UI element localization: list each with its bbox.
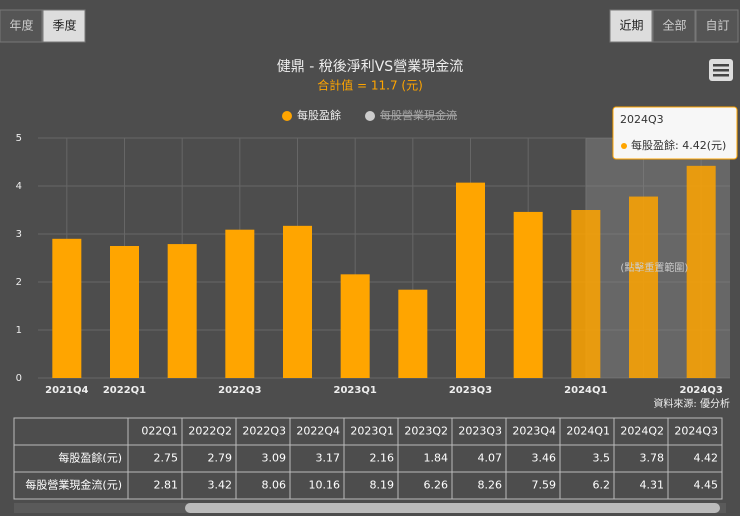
table-cell: 3.5 — [593, 452, 611, 465]
y-tick-label: 5 — [16, 133, 22, 144]
bar[interactable] — [52, 238, 82, 378]
tab-button[interactable] — [0, 9, 43, 43]
legend-marker[interactable] — [282, 111, 292, 121]
y-tick-label: 4 — [16, 181, 22, 192]
table-cell: 3.46 — [532, 452, 557, 465]
table-cell: 1.84 — [424, 452, 449, 465]
legend-label[interactable]: 每股盈餘 — [297, 108, 341, 122]
menu-icon[interactable] — [709, 59, 733, 81]
legend-label[interactable]: 每股營業現金流 — [380, 108, 457, 122]
tab-label[interactable]: 年度 — [9, 18, 33, 33]
tab-label[interactable]: 季度 — [52, 18, 76, 33]
scrollbar-thumb[interactable] — [185, 503, 720, 513]
table-header: 2023Q2 — [404, 425, 448, 438]
table-frame — [13, 417, 723, 500]
tooltip-box — [612, 106, 738, 160]
table-cell: 3.17 — [316, 452, 341, 465]
x-tick-label: 2022Q1 — [103, 385, 146, 396]
table-cell: 6.2 — [593, 479, 611, 492]
table-header: 2024Q1 — [566, 425, 610, 438]
menu-line — [713, 69, 729, 72]
x-tick-label: 2021Q4 — [45, 385, 88, 396]
bar[interactable] — [686, 165, 716, 378]
bar[interactable] — [110, 246, 139, 378]
table-cell: 2.81 — [154, 479, 179, 492]
y-tick-label: 1 — [16, 325, 22, 336]
table-cell: 3.78 — [640, 452, 665, 465]
y-tick-label: 3 — [16, 229, 22, 240]
bar[interactable] — [225, 229, 255, 378]
tab-label[interactable]: 全部 — [662, 18, 686, 33]
x-tick-label: 2024Q3 — [680, 385, 723, 396]
table-cell: 4.42 — [694, 452, 719, 465]
legend-marker[interactable] — [365, 111, 375, 121]
bar[interactable] — [167, 244, 197, 378]
table-header: 2023Q4 — [512, 425, 556, 438]
bar[interactable] — [283, 225, 312, 378]
table-cell: 每股營業現金流(元) — [25, 478, 122, 492]
chart-title: 健鼎 - 稅後淨利VS營業現金流 — [277, 59, 463, 75]
table-cell: 7.59 — [532, 479, 557, 492]
table-header: 022Q1 — [141, 425, 178, 438]
table-header: 2022Q4 — [296, 425, 340, 438]
menu-line — [713, 64, 729, 67]
bar[interactable] — [340, 274, 370, 378]
bar[interactable] — [398, 289, 428, 378]
table-cell: 8.26 — [478, 479, 503, 492]
menu-line — [713, 74, 729, 77]
tooltip-label: 每股盈餘: 4.42(元) — [631, 138, 726, 152]
annotation: (點擊重置範圍) — [620, 261, 688, 274]
table-cell: 8.19 — [370, 479, 395, 492]
y-tick-label: 2 — [16, 277, 22, 288]
table-cell: 4.07 — [478, 452, 503, 465]
tab-button[interactable] — [695, 9, 739, 43]
table-header: 2022Q3 — [242, 425, 286, 438]
table-cell: 10.16 — [309, 479, 341, 492]
x-tick-label: 2023Q3 — [449, 385, 492, 396]
x-tick-label: 2023Q1 — [334, 385, 377, 396]
tab-button[interactable] — [652, 9, 696, 43]
table-cell: 4.31 — [640, 479, 665, 492]
tab-button[interactable] — [609, 9, 653, 43]
table-header: 2024Q2 — [620, 425, 664, 438]
y-tick-label: 0 — [16, 373, 22, 384]
tab-label[interactable]: 自訂 — [705, 18, 729, 33]
table-cell: 8.06 — [262, 479, 287, 492]
bar[interactable] — [456, 182, 485, 378]
tooltip-title: 2024Q3 — [620, 113, 664, 126]
table-cell: 4.45 — [694, 479, 719, 492]
table-cell: 每股盈餘(元) — [58, 451, 122, 465]
table-cell: 2.75 — [154, 452, 179, 465]
tooltip-marker — [621, 143, 627, 149]
bar[interactable] — [571, 210, 601, 378]
table-cell: 3.09 — [262, 452, 287, 465]
table-cell: 2.16 — [370, 452, 395, 465]
table-header: 2023Q1 — [350, 425, 394, 438]
table-cell: 2.79 — [208, 452, 233, 465]
x-tick-label: 2024Q1 — [564, 385, 607, 396]
bar[interactable] — [513, 211, 543, 378]
x-tick-label: 2022Q3 — [218, 385, 261, 396]
source: 資料來源: 優分析 — [653, 397, 730, 410]
table-cell: 6.26 — [424, 479, 449, 492]
bar[interactable] — [629, 196, 658, 378]
table-cell: 3.42 — [208, 479, 233, 492]
tab-button[interactable] — [42, 9, 86, 43]
chart-subtitle: 合計值 = 11.7 (元) — [317, 78, 423, 93]
table-header: 2022Q2 — [188, 425, 232, 438]
table-header: 2024Q3 — [674, 425, 718, 438]
table-header: 2023Q3 — [458, 425, 502, 438]
tab-label[interactable]: 近期 — [619, 19, 643, 33]
